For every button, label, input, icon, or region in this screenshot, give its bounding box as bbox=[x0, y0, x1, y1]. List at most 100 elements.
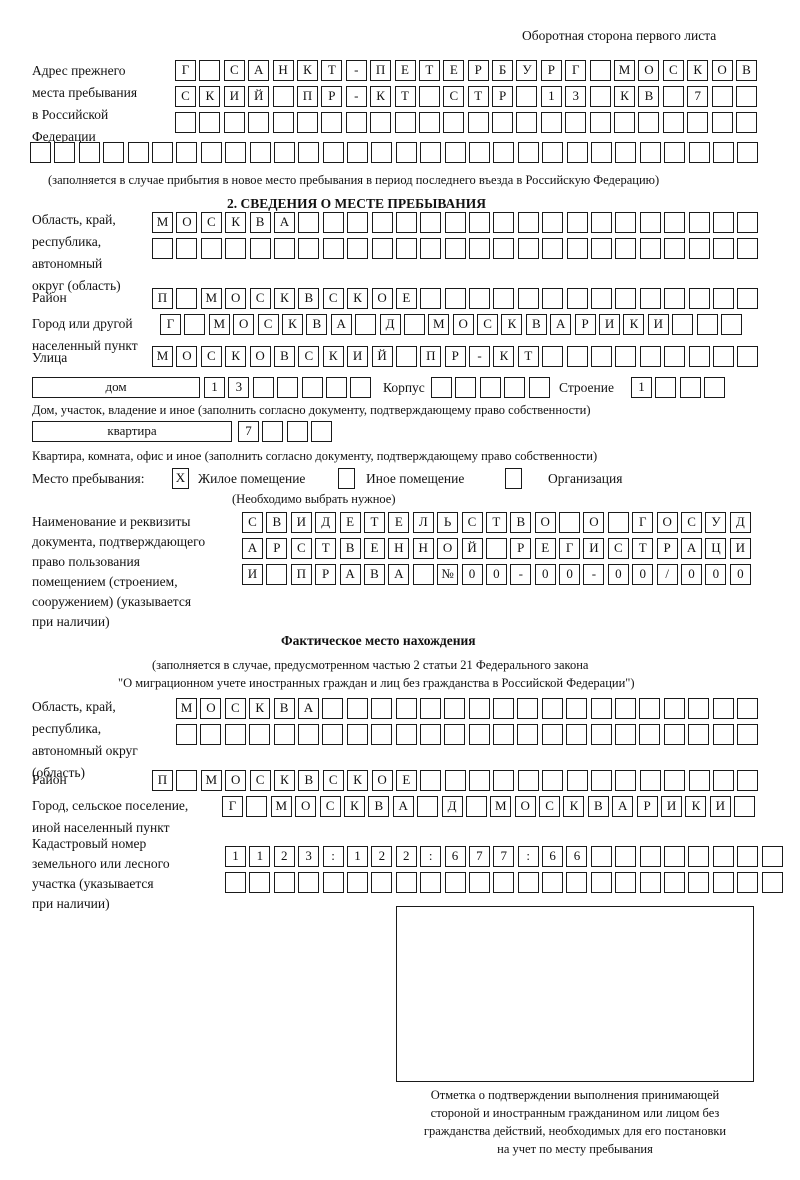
prev-address-row-1-cell-9[interactable]: П bbox=[370, 60, 392, 81]
actual-city-row-cell-8[interactable]: А bbox=[392, 796, 414, 817]
prev-address-row-2-cell-12[interactable]: С bbox=[443, 86, 465, 107]
korpus-cells-cell-2[interactable] bbox=[455, 377, 477, 398]
document-row-1-cell-11[interactable]: Т bbox=[485, 512, 507, 533]
actual-city-row-cell-14[interactable]: С bbox=[539, 796, 561, 817]
actual-region-row-1-cell-9[interactable] bbox=[371, 698, 393, 719]
prev-address-row-4-cell-28[interactable] bbox=[688, 142, 710, 163]
section2-region-row-2-cell-17[interactable] bbox=[542, 238, 564, 259]
document-row-2-cell-3[interactable]: С bbox=[290, 538, 312, 559]
stay-type-checkbox-other[interactable] bbox=[338, 468, 355, 489]
actual-region-row-1-cell-21[interactable] bbox=[663, 698, 685, 719]
prev-address-row-3-cell-2[interactable] bbox=[199, 112, 221, 133]
document-row-3-cell-8[interactable] bbox=[412, 564, 434, 585]
actual-city-row-cell-15[interactable]: К bbox=[563, 796, 585, 817]
document-row-2-cell-2[interactable]: Р bbox=[266, 538, 288, 559]
document-row-3-cell-18[interactable]: / bbox=[656, 564, 678, 585]
section2-street-row-cell-18[interactable] bbox=[566, 346, 588, 367]
section2-region-row-2-cell-20[interactable] bbox=[615, 238, 637, 259]
cadastral-row-2-cell-22[interactable] bbox=[737, 872, 759, 893]
actual-city-row-cell-17[interactable]: А bbox=[612, 796, 634, 817]
section2-city-row-cell-22[interactable] bbox=[672, 314, 694, 335]
actual-district-row-cell-12[interactable] bbox=[420, 770, 442, 791]
section2-district-row-cell-1[interactable]: П bbox=[152, 288, 173, 309]
stroenie-cells-cell-3[interactable] bbox=[679, 377, 701, 398]
prev-address-row-3-cell-7[interactable] bbox=[321, 112, 343, 133]
section2-region-row-2-cell-15[interactable] bbox=[493, 238, 515, 259]
section2-district-row-cell-6[interactable]: К bbox=[273, 288, 295, 309]
document-row-1-cell-14[interactable] bbox=[559, 512, 581, 533]
document-row-1-cell-9[interactable]: Ь bbox=[437, 512, 459, 533]
prev-address-row-4-cell-23[interactable] bbox=[566, 142, 588, 163]
document-row-3-cell-1[interactable]: И bbox=[242, 564, 263, 585]
actual-district-row-cell-23[interactable] bbox=[688, 770, 710, 791]
document-row-1-cell-3[interactable]: И bbox=[290, 512, 312, 533]
stroenie-cells-cell-1[interactable]: 1 bbox=[631, 377, 652, 398]
cadastral-row-2-cell-5[interactable] bbox=[322, 872, 344, 893]
document-row-3-cell-5[interactable]: А bbox=[339, 564, 361, 585]
actual-city-row-cell-5[interactable]: С bbox=[319, 796, 341, 817]
section2-city-row-cell-17[interactable]: А bbox=[550, 314, 572, 335]
section2-street-row-cell-3[interactable]: С bbox=[200, 346, 222, 367]
cadastral-row-1-cell-14[interactable]: 6 bbox=[542, 846, 564, 867]
actual-region-row-1-cell-13[interactable] bbox=[468, 698, 490, 719]
cadastral-row-2-cell-7[interactable] bbox=[371, 872, 393, 893]
prev-address-row-4-cell-25[interactable] bbox=[615, 142, 637, 163]
cadastral-row-1-cell-16[interactable] bbox=[590, 846, 612, 867]
actual-city-row-cell-4[interactable]: О bbox=[295, 796, 317, 817]
cadastral-row-1-cell-12[interactable]: 7 bbox=[493, 846, 515, 867]
actual-region-row-1-cell-18[interactable] bbox=[590, 698, 612, 719]
cadastral-row-1-cell-1[interactable]: 1 bbox=[225, 846, 246, 867]
prev-address-row-1-cell-20[interactable]: О bbox=[638, 60, 660, 81]
prev-address-row-1-cell-21[interactable]: С bbox=[662, 60, 684, 81]
section2-region-row-1-cell-9[interactable] bbox=[347, 212, 369, 233]
flat-box-label[interactable]: квартира bbox=[32, 421, 232, 442]
house-number-cells-cell-4[interactable] bbox=[277, 377, 299, 398]
prev-address-row-1-cell-14[interactable]: Б bbox=[492, 60, 514, 81]
section2-region-row-1-cell-20[interactable] bbox=[615, 212, 637, 233]
cadastral-row-2-cell-21[interactable] bbox=[712, 872, 734, 893]
house-number-cells-cell-7[interactable] bbox=[350, 377, 372, 398]
actual-region-row-2-cell-3[interactable] bbox=[224, 724, 246, 745]
actual-city-row-cell-2[interactable] bbox=[246, 796, 268, 817]
actual-region-row-1-cell-15[interactable] bbox=[517, 698, 539, 719]
document-row-2-cell-13[interactable]: Е bbox=[534, 538, 556, 559]
document-row-1-cell-19[interactable]: С bbox=[681, 512, 703, 533]
actual-district-row-cell-14[interactable] bbox=[469, 770, 491, 791]
prev-address-row-4-cell-30[interactable] bbox=[737, 142, 759, 163]
actual-region-row-2-cell-13[interactable] bbox=[468, 724, 490, 745]
section2-region-row-1-cell-3[interactable]: С bbox=[200, 212, 222, 233]
section2-district-row-cell-4[interactable]: О bbox=[225, 288, 247, 309]
section2-region-row-2-cell-5[interactable] bbox=[249, 238, 271, 259]
prev-address-row-1-cell-16[interactable]: Р bbox=[540, 60, 562, 81]
document-row-3-cell-9[interactable]: № bbox=[437, 564, 459, 585]
cadastral-row-1-cell-15[interactable]: 6 bbox=[566, 846, 588, 867]
section2-district-row-cell-24[interactable] bbox=[712, 288, 734, 309]
actual-region-row-2-cell-11[interactable] bbox=[419, 724, 441, 745]
actual-district-row-cell-7[interactable]: В bbox=[298, 770, 320, 791]
section2-city-row-cell-1[interactable]: Г bbox=[160, 314, 181, 335]
document-row-2-cell-5[interactable]: В bbox=[339, 538, 361, 559]
section2-region-row-2-cell-9[interactable] bbox=[347, 238, 369, 259]
cadastral-row-1-cell-23[interactable] bbox=[761, 846, 783, 867]
section2-region-row-2[interactable] bbox=[152, 238, 759, 259]
section2-city-row-cell-12[interactable]: М bbox=[428, 314, 450, 335]
cadastral-row-1-cell-9[interactable]: : bbox=[420, 846, 442, 867]
section2-district-row-cell-23[interactable] bbox=[688, 288, 710, 309]
actual-region-row-2-cell-2[interactable] bbox=[200, 724, 222, 745]
section2-district-row-cell-8[interactable]: С bbox=[322, 288, 344, 309]
section2-region-row-1-cell-25[interactable] bbox=[737, 212, 759, 233]
prev-address-row-4-cell-26[interactable] bbox=[639, 142, 661, 163]
document-row-3-cell-10[interactable]: 0 bbox=[461, 564, 483, 585]
prev-address-row-1-cell-22[interactable]: К bbox=[687, 60, 709, 81]
stamp-area-box[interactable] bbox=[396, 906, 754, 1082]
section2-district-row-cell-12[interactable] bbox=[420, 288, 442, 309]
prev-address-row-1-cell-24[interactable]: В bbox=[735, 60, 757, 81]
cadastral-row-1-cell-4[interactable]: 3 bbox=[298, 846, 320, 867]
cadastral-row-1-cell-11[interactable]: 7 bbox=[468, 846, 490, 867]
